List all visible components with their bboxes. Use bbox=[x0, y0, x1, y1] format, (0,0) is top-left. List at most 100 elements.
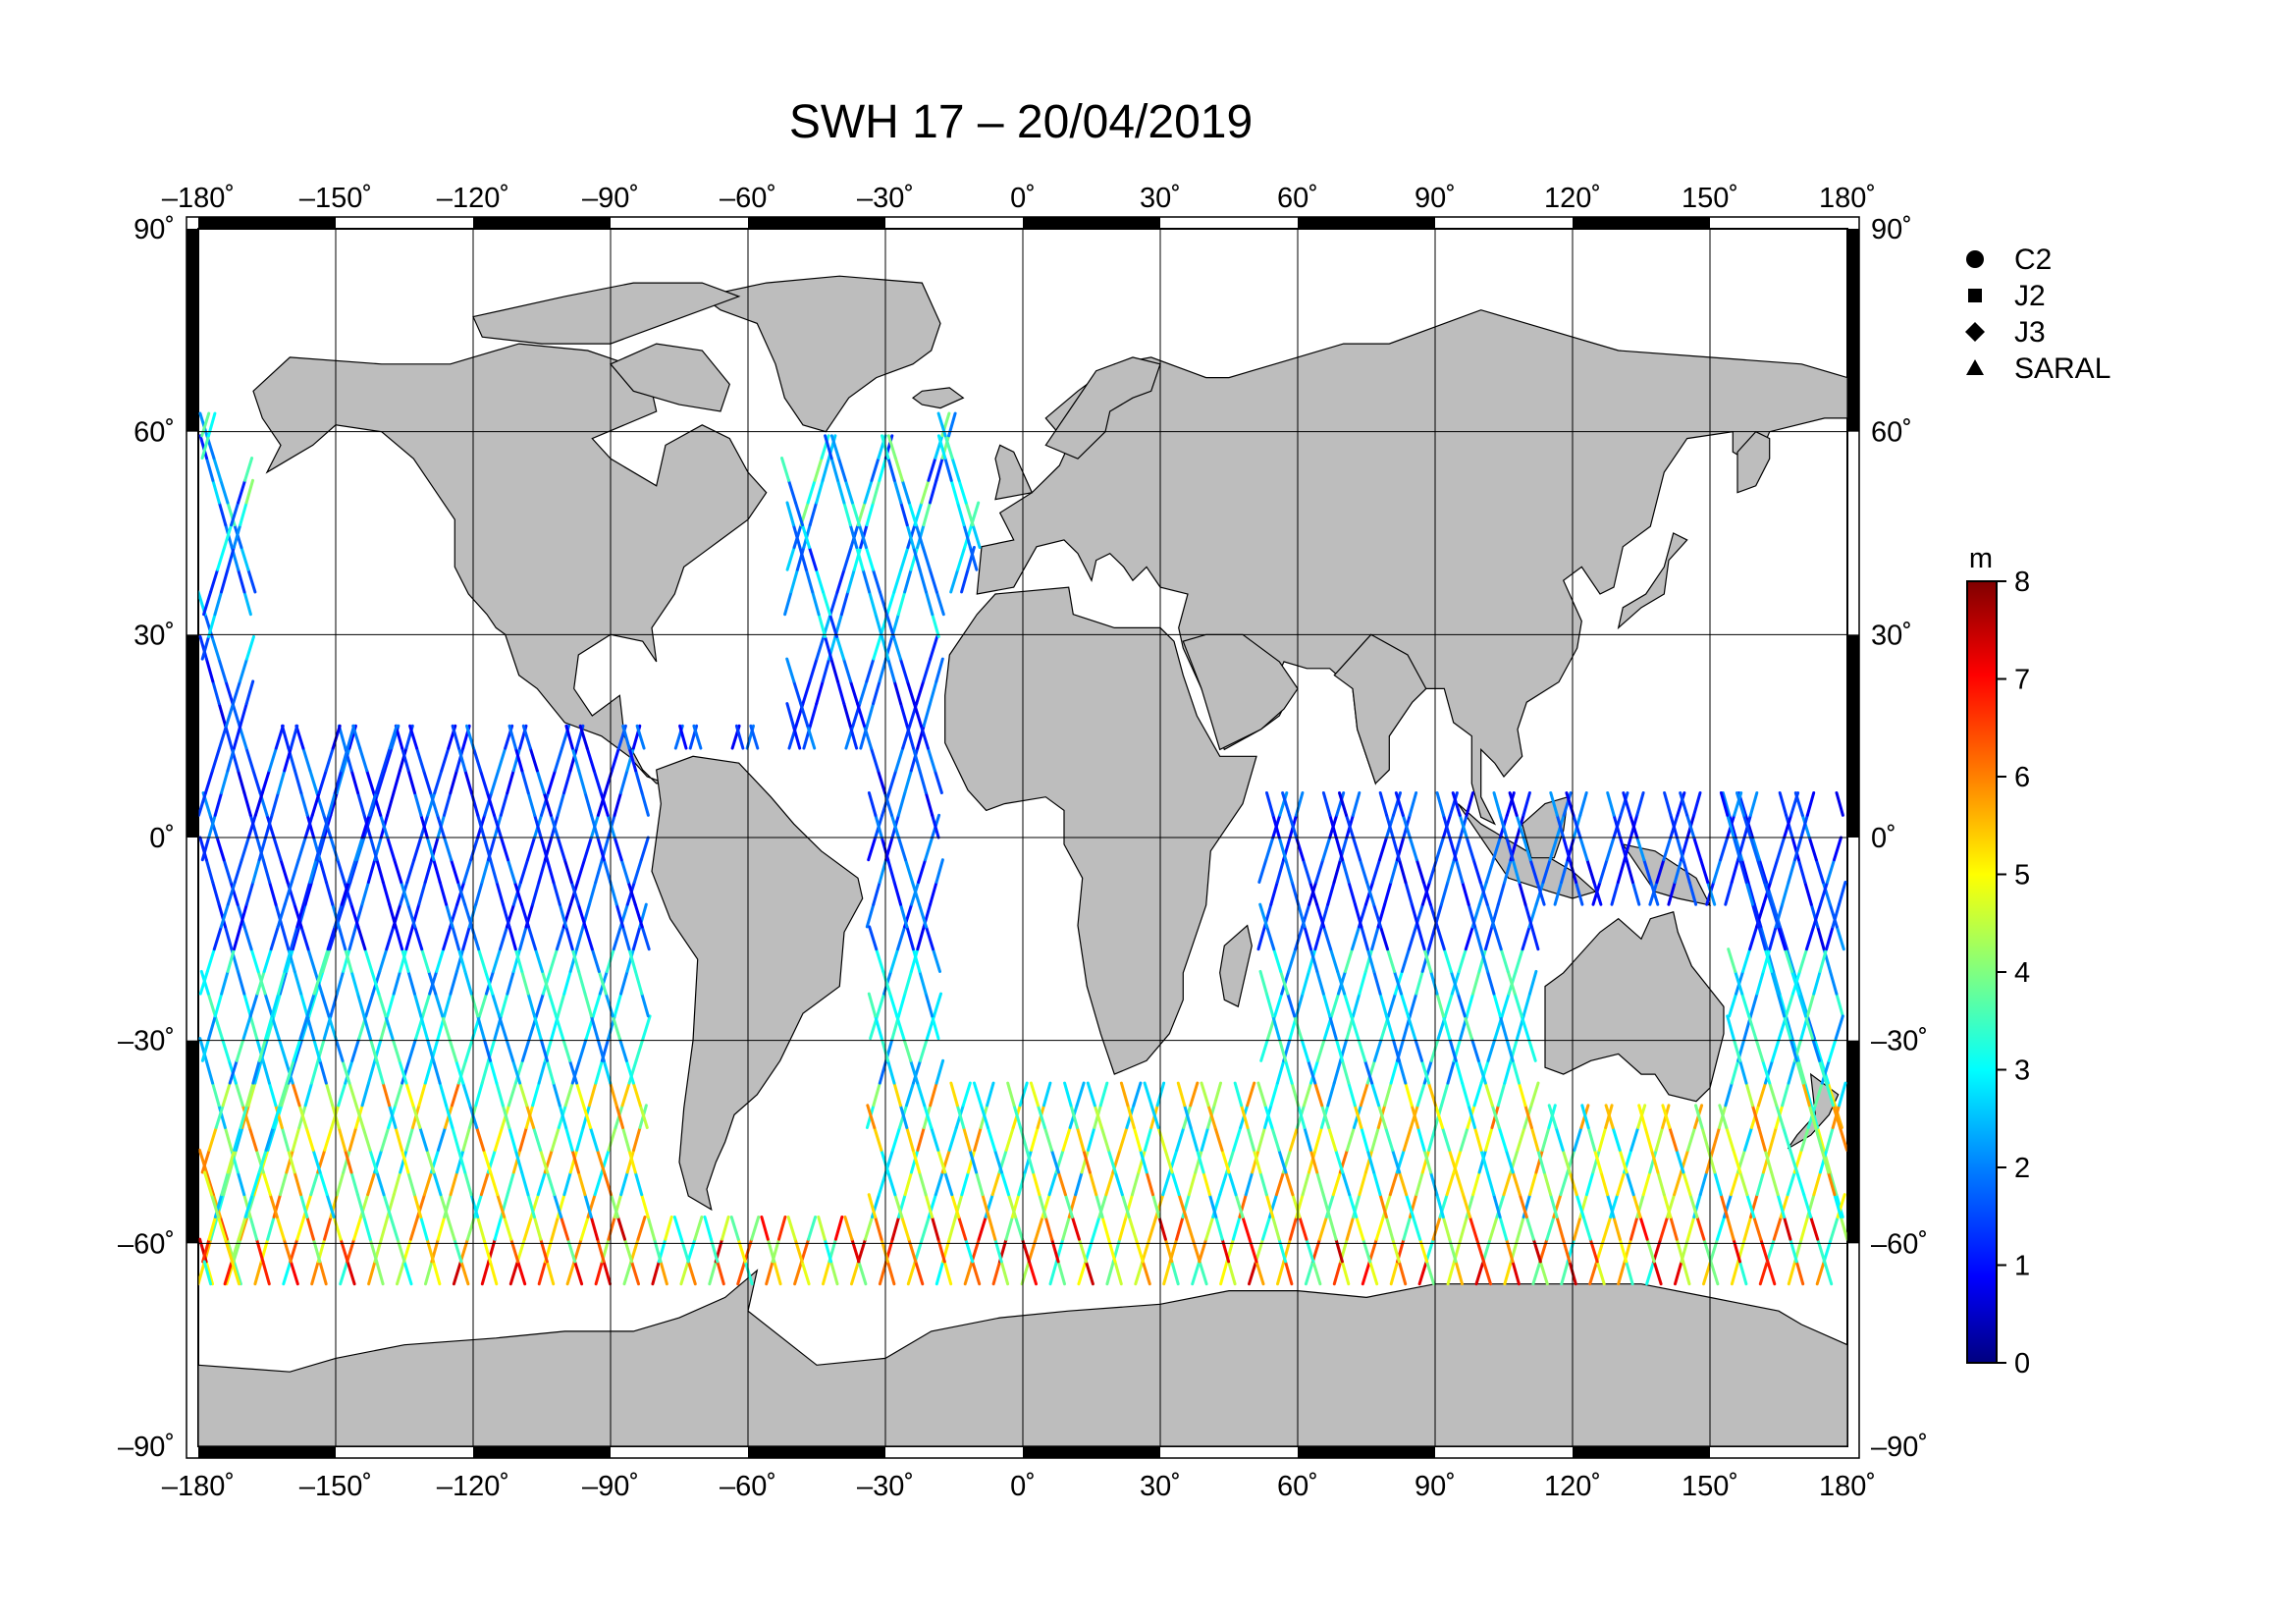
track-segment bbox=[319, 947, 330, 973]
track-segment bbox=[806, 478, 817, 505]
track-segment bbox=[1240, 1104, 1250, 1129]
track-segment bbox=[678, 724, 688, 750]
track-segment bbox=[873, 1126, 883, 1152]
track-segment bbox=[1799, 1216, 1809, 1241]
track-segment bbox=[1762, 1148, 1772, 1174]
track-segment bbox=[386, 836, 397, 862]
track-segment bbox=[1321, 836, 1332, 862]
track-segment bbox=[829, 457, 839, 482]
track-segment bbox=[1036, 1104, 1046, 1129]
track-segment bbox=[1637, 1104, 1647, 1129]
track-segment bbox=[1330, 992, 1340, 1018]
track-segment bbox=[1344, 947, 1354, 973]
track-segment bbox=[1482, 1260, 1492, 1286]
track-segment bbox=[198, 969, 209, 996]
track-segment bbox=[408, 724, 419, 750]
track-segment bbox=[955, 1104, 966, 1129]
land-eurasia bbox=[976, 309, 1847, 826]
track-segment bbox=[750, 1216, 761, 1241]
track-segment bbox=[867, 791, 878, 817]
track-segment bbox=[1448, 791, 1459, 817]
track-segment bbox=[1265, 925, 1276, 951]
track-segment bbox=[305, 813, 316, 839]
track-segment bbox=[413, 791, 423, 817]
track-segment bbox=[1246, 1126, 1255, 1152]
track-segment bbox=[1612, 1216, 1622, 1241]
track-segment bbox=[412, 1193, 423, 1218]
track-segment bbox=[1711, 1126, 1721, 1152]
track-segment bbox=[443, 836, 454, 862]
track-segment bbox=[1025, 1148, 1035, 1174]
track-segment bbox=[237, 478, 247, 505]
track-segment bbox=[426, 791, 437, 817]
track-segment bbox=[457, 1058, 467, 1085]
lon-tick-label-top: –90˚ bbox=[582, 183, 639, 214]
track-segment bbox=[340, 881, 350, 906]
track-segment bbox=[442, 925, 453, 951]
track-segment bbox=[293, 902, 303, 929]
track-segment bbox=[808, 501, 819, 527]
track-segment bbox=[1726, 813, 1735, 839]
lon-tick-label-top: 60˚ bbox=[1277, 183, 1318, 214]
track-segment bbox=[1549, 791, 1559, 817]
track-segment bbox=[943, 457, 953, 482]
track-segment bbox=[412, 836, 423, 862]
track-segment bbox=[286, 881, 296, 906]
track-segment bbox=[237, 1216, 247, 1241]
track-segment bbox=[804, 568, 815, 594]
colorbar-tick-label: 5 bbox=[2014, 860, 2030, 892]
track-segment bbox=[602, 1260, 612, 1286]
track-segment bbox=[1526, 1037, 1537, 1062]
track-segment bbox=[552, 1081, 561, 1108]
track-segment bbox=[1389, 1260, 1400, 1286]
track-segment bbox=[914, 1260, 925, 1286]
track-segment bbox=[200, 1037, 211, 1062]
track-segment bbox=[1598, 858, 1609, 884]
track-segment bbox=[1365, 1148, 1376, 1174]
track-segment bbox=[1513, 992, 1523, 1018]
track-segment bbox=[1417, 1260, 1428, 1286]
track-segment bbox=[874, 1216, 883, 1241]
track-segment bbox=[235, 1126, 244, 1152]
track-segment bbox=[276, 769, 287, 794]
track-segment bbox=[576, 902, 587, 929]
track-segment bbox=[1573, 1126, 1583, 1152]
track-segment bbox=[217, 1216, 227, 1241]
track-segment bbox=[277, 969, 287, 996]
track-segment bbox=[1515, 813, 1525, 839]
track-segment bbox=[929, 881, 938, 906]
track-segment bbox=[920, 478, 931, 505]
track-segment bbox=[1017, 1170, 1027, 1197]
track-segment bbox=[785, 501, 795, 527]
lat-tick-label-right: 30˚ bbox=[1871, 620, 1912, 651]
track-segment bbox=[630, 1260, 640, 1286]
track-segment bbox=[1555, 813, 1566, 839]
track-segment bbox=[1420, 1058, 1430, 1085]
track-segment bbox=[1801, 1081, 1811, 1108]
track-segment bbox=[217, 902, 227, 929]
track-segment bbox=[323, 1126, 334, 1152]
track-segment bbox=[1667, 881, 1677, 906]
track-segment bbox=[1118, 1126, 1129, 1152]
track-segment bbox=[532, 1126, 543, 1152]
track-segment bbox=[1308, 1148, 1317, 1174]
track-segment bbox=[539, 1148, 550, 1174]
land-canadian-arctic bbox=[472, 282, 741, 345]
track-segment bbox=[947, 1216, 957, 1241]
track-segment bbox=[986, 1081, 995, 1108]
track-segment bbox=[480, 858, 490, 884]
track-segment bbox=[1789, 1148, 1799, 1174]
lon-tick-label-bottom: 120˚ bbox=[1544, 1471, 1601, 1502]
track-segment bbox=[1505, 791, 1516, 817]
track-segment bbox=[283, 947, 293, 973]
track-segment bbox=[1275, 1170, 1285, 1197]
track-segment bbox=[907, 501, 918, 527]
track-segment bbox=[1275, 1058, 1286, 1085]
track-segment bbox=[381, 881, 392, 906]
track-segment bbox=[934, 590, 945, 617]
track-segment bbox=[934, 457, 944, 482]
track-segment bbox=[322, 813, 333, 839]
track-segment bbox=[876, 992, 886, 1018]
track-segment bbox=[200, 836, 211, 862]
